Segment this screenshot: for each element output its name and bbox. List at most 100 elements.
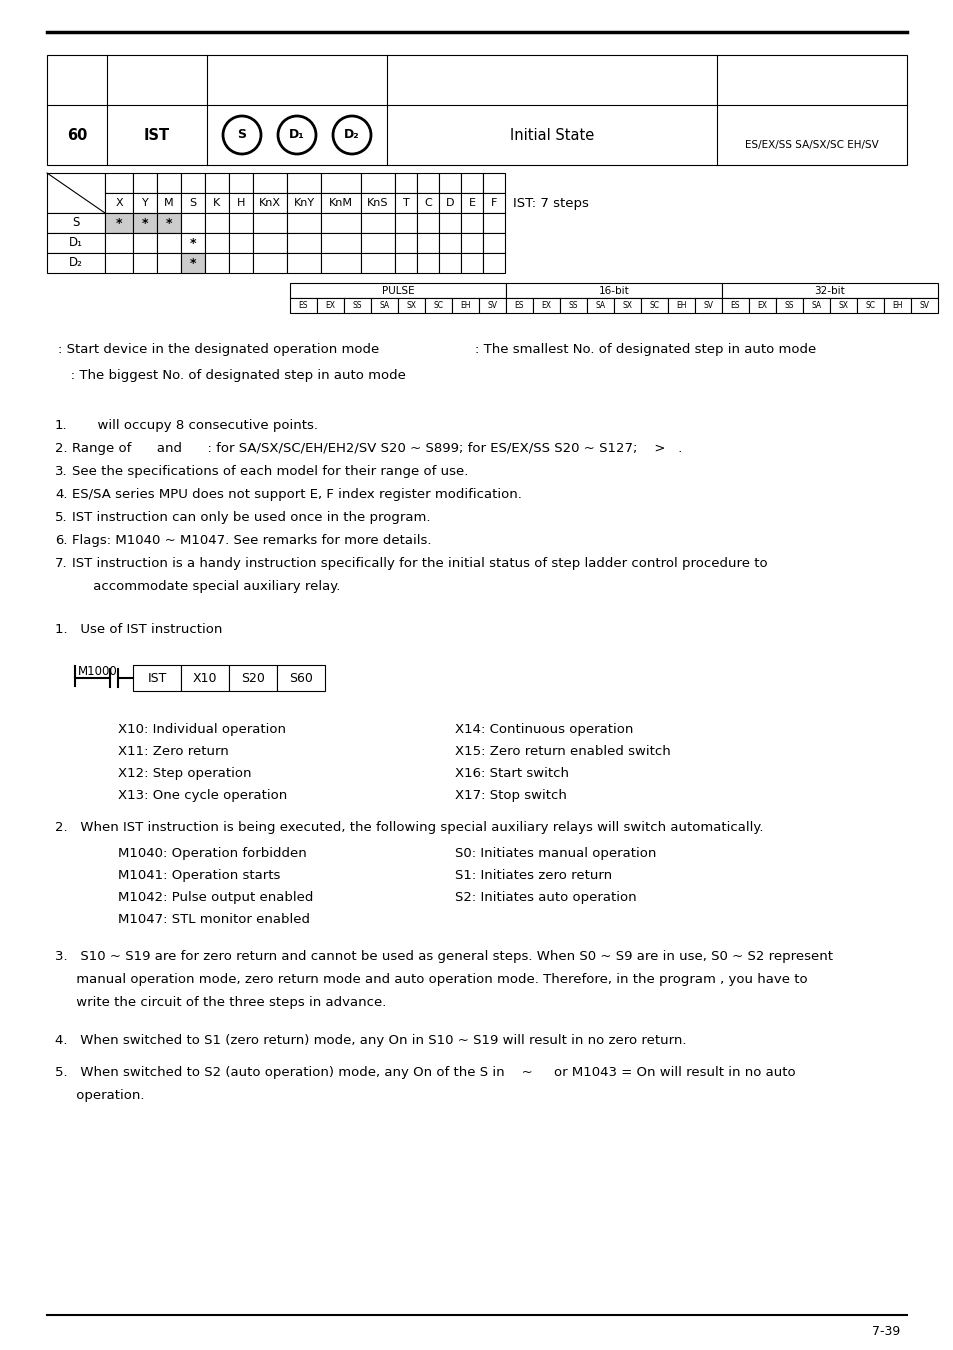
Text: X14: Continuous operation: X14: Continuous operation <box>455 724 633 736</box>
Bar <box>416 193 438 213</box>
Bar <box>533 298 559 313</box>
Bar <box>181 173 205 193</box>
Bar <box>253 234 287 252</box>
Text: manual operation mode, zero return mode and auto operation mode. Therefore, in t: manual operation mode, zero return mode … <box>55 973 807 985</box>
Text: KnS: KnS <box>367 198 388 208</box>
Text: SX: SX <box>838 301 847 310</box>
Text: 7.: 7. <box>55 558 68 570</box>
Text: D: D <box>445 198 454 208</box>
Bar <box>157 213 181 234</box>
Text: 32-bit: 32-bit <box>814 285 844 296</box>
Bar <box>287 193 320 213</box>
Bar <box>229 252 253 273</box>
Text: *: * <box>166 216 172 230</box>
Text: S2: Initiates auto operation: S2: Initiates auto operation <box>455 891 636 904</box>
Text: M1047: STL monitor enabled: M1047: STL monitor enabled <box>118 913 310 926</box>
Text: X10: Individual operation: X10: Individual operation <box>118 724 286 736</box>
Bar <box>132 666 181 691</box>
Bar <box>287 213 320 234</box>
Text: See the specifications of each model for their range of use.: See the specifications of each model for… <box>71 464 468 478</box>
Text: M1000: M1000 <box>78 666 117 678</box>
Text: H: H <box>236 198 245 208</box>
Text: S1: Initiates zero return: S1: Initiates zero return <box>455 869 612 882</box>
Bar <box>47 213 105 234</box>
Bar <box>910 298 937 313</box>
Bar <box>452 298 478 313</box>
Text: 2.: 2. <box>55 441 68 455</box>
Bar <box>721 298 748 313</box>
Bar <box>132 193 157 213</box>
Bar <box>47 173 105 213</box>
Text: M1040: Operation forbidden: M1040: Operation forbidden <box>118 846 307 860</box>
Text: M1042: Pulse output enabled: M1042: Pulse output enabled <box>118 891 313 904</box>
Bar <box>205 213 229 234</box>
Text: ES: ES <box>730 301 740 310</box>
Bar <box>505 298 533 313</box>
Bar <box>290 298 316 313</box>
Text: Y: Y <box>141 198 149 208</box>
Bar <box>276 666 325 691</box>
Text: ES/SA series MPU does not support E, F index register modification.: ES/SA series MPU does not support E, F i… <box>71 487 521 501</box>
Text: 3.   S10 ~ S19 are for zero return and cannot be used as general steps. When S0 : 3. S10 ~ S19 are for zero return and can… <box>55 950 832 963</box>
Text: 60: 60 <box>67 127 87 143</box>
Bar <box>132 213 157 234</box>
Bar <box>320 193 360 213</box>
Bar <box>181 666 229 691</box>
Text: D₂: D₂ <box>69 256 83 270</box>
Text: Initial State: Initial State <box>509 127 594 143</box>
Text: EX: EX <box>541 301 551 310</box>
Bar <box>253 173 287 193</box>
Bar <box>614 298 640 313</box>
Text: SC: SC <box>433 301 443 310</box>
Text: operation.: operation. <box>55 1089 144 1102</box>
Text: SS: SS <box>568 301 578 310</box>
Text: E: E <box>468 198 475 208</box>
Text: KnM: KnM <box>329 198 353 208</box>
Bar <box>856 298 883 313</box>
Bar <box>438 252 460 273</box>
Bar <box>829 298 856 313</box>
Text: X16: Start switch: X16: Start switch <box>455 767 568 780</box>
Text: SV: SV <box>702 301 713 310</box>
Text: X10: X10 <box>193 671 217 684</box>
Bar <box>559 298 586 313</box>
Text: ES: ES <box>298 301 308 310</box>
Bar <box>482 234 504 252</box>
Bar <box>395 173 416 193</box>
Bar <box>505 284 721 298</box>
Text: SA: SA <box>811 301 821 310</box>
Bar <box>438 173 460 193</box>
Text: 2.   When IST instruction is being executed, the following special auxiliary rel: 2. When IST instruction is being execute… <box>55 821 762 834</box>
Bar <box>229 234 253 252</box>
Text: 4.: 4. <box>55 487 68 501</box>
Bar <box>344 298 371 313</box>
Bar <box>721 284 937 298</box>
Bar <box>438 193 460 213</box>
Bar <box>181 213 205 234</box>
Bar <box>253 193 287 213</box>
Bar <box>229 193 253 213</box>
Bar <box>438 213 460 234</box>
Text: *: * <box>115 216 122 230</box>
Text: M1041: Operation starts: M1041: Operation starts <box>118 869 280 882</box>
Text: *: * <box>190 236 196 250</box>
Bar <box>395 234 416 252</box>
Text: 5.: 5. <box>55 512 68 524</box>
Text: : The smallest No. of designated step in auto mode: : The smallest No. of designated step in… <box>475 343 816 356</box>
Bar <box>47 55 906 165</box>
Bar <box>482 213 504 234</box>
Text: F: F <box>490 198 497 208</box>
Bar <box>416 173 438 193</box>
Bar <box>205 173 229 193</box>
Text: X15: Zero return enabled switch: X15: Zero return enabled switch <box>455 745 670 757</box>
Bar <box>287 173 320 193</box>
Bar <box>460 173 482 193</box>
Bar <box>416 213 438 234</box>
Text: EH: EH <box>891 301 902 310</box>
Text: X: X <box>115 198 123 208</box>
Text: S: S <box>190 198 196 208</box>
Text: 1.   Use of IST instruction: 1. Use of IST instruction <box>55 622 222 636</box>
Bar <box>320 252 360 273</box>
Text: Flags: M1040 ~ M1047. See remarks for more details.: Flags: M1040 ~ M1047. See remarks for mo… <box>71 535 431 547</box>
Bar <box>802 298 829 313</box>
